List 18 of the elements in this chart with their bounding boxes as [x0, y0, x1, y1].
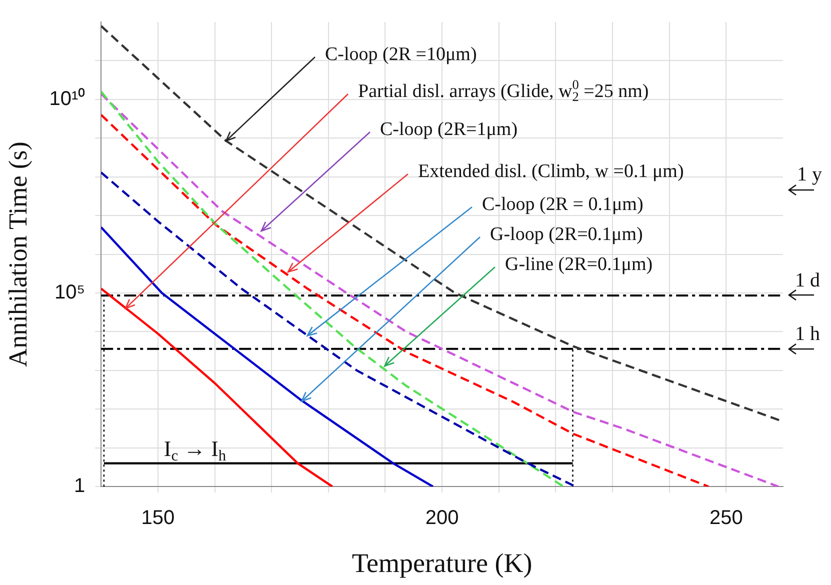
annotation: C-loop (2R = 0.1μm): [482, 194, 644, 215]
annotation: Extended disl. (Climb, w =0.1 μm): [418, 160, 684, 182]
annotation: G-loop (2R=0.1μm): [490, 224, 643, 245]
x-tick-label: 150: [141, 507, 175, 530]
x-tick-label: 250: [709, 507, 743, 530]
ref-line-label: 1 d: [795, 270, 820, 292]
x-tick-label: 200: [425, 507, 459, 530]
annotation: C-loop (2R=1μm): [380, 118, 518, 140]
y-tick-label: 1: [74, 475, 86, 498]
y-axis-title: Annihilation Time (s): [3, 142, 32, 367]
y-tick-label: 10¹⁰: [49, 86, 86, 110]
ref-line-label: 1 h: [795, 323, 820, 346]
line-series: [101, 114, 710, 487]
annotation: C-loop (2R =10μm): [325, 44, 477, 65]
text: 1 y: [797, 163, 822, 186]
y-tick-label: 10⁵: [54, 282, 86, 304]
x-axis-title: Temperature (K): [352, 548, 532, 578]
annotation: G-line (2R=0.1μm): [505, 254, 653, 275]
